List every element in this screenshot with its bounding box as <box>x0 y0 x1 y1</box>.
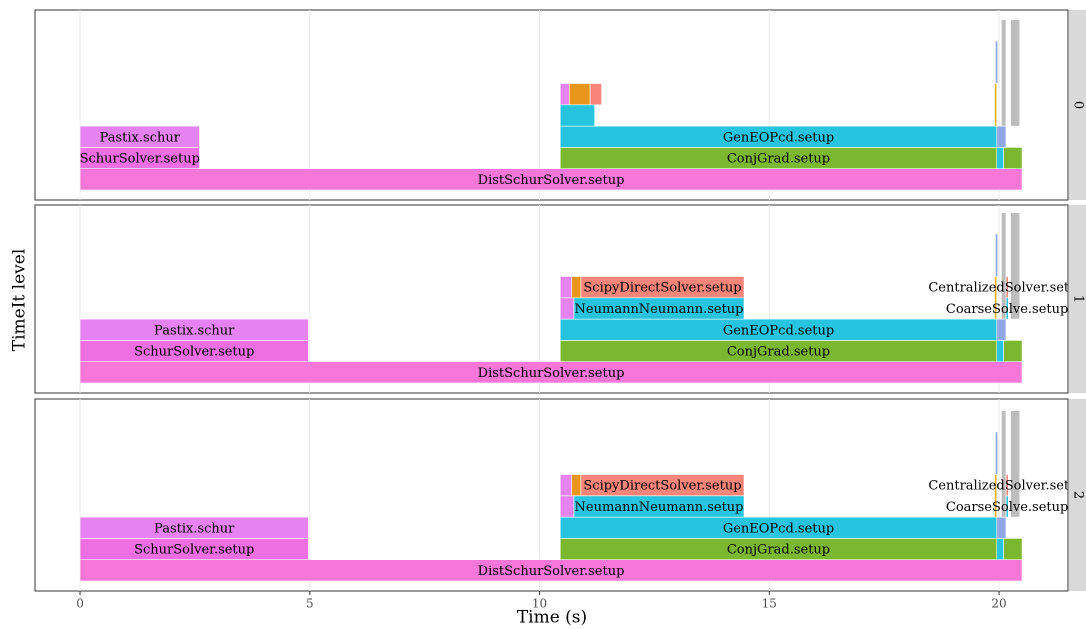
segment <box>1003 340 1023 362</box>
segment <box>996 516 1007 539</box>
strip <box>1069 399 1086 591</box>
segment-label: DistSchurSolver.setup <box>478 173 625 188</box>
segment <box>1001 410 1007 518</box>
segment-label: DistSchurSolver.setup <box>478 564 625 579</box>
panel: DistSchurSolver.setup SchurSolver.setup Pa… <box>79 399 1086 591</box>
segment <box>589 83 602 106</box>
x-tick-label: 20 <box>991 597 1006 611</box>
segment-label: NeumannNeumann.setup <box>575 302 744 317</box>
segment <box>994 83 998 127</box>
segment <box>996 538 1004 561</box>
segment <box>79 361 1023 384</box>
x-tick-label: 15 <box>762 597 777 611</box>
segment-label: SchurSolver.setup <box>134 543 254 558</box>
segment-label: DistSchurSolver.setup <box>478 366 625 381</box>
segment <box>559 297 575 320</box>
segment-label: SchurSolver.setup <box>134 345 254 360</box>
strip-label: 0 <box>1071 101 1086 109</box>
segment-label: ScipyDirectSolver.setup <box>583 281 741 296</box>
segment-label: CentralizedSolver.setup <box>928 281 1086 296</box>
segment <box>1003 147 1023 169</box>
segment-label: SchurSolver.setup <box>80 152 200 167</box>
segment <box>996 147 1004 169</box>
segment <box>996 340 1004 362</box>
segment-label: GenEOPcd.setup <box>723 521 834 536</box>
segment <box>571 474 582 497</box>
x-tick-label: 10 <box>532 597 547 611</box>
segment <box>1010 410 1021 518</box>
segment <box>559 474 573 497</box>
strip <box>1069 205 1086 393</box>
x-tick-label: 0 <box>76 597 84 611</box>
segment <box>995 431 998 475</box>
segment <box>995 40 998 84</box>
segment <box>996 318 1007 341</box>
segment <box>580 276 745 299</box>
panel: DistSchurSolver.setup SchurSolver.setup Pa… <box>79 205 1086 393</box>
segment <box>569 83 591 106</box>
segment <box>996 125 1007 148</box>
panel: DistSchurSolver.setup SchurSolver.setup Pa… <box>79 10 1023 200</box>
segment <box>571 276 582 299</box>
segment <box>559 104 595 127</box>
segment <box>995 233 998 277</box>
segment <box>79 125 200 148</box>
segment-label: ConjGrad.setup <box>727 543 830 558</box>
segment-label: CoarseSolve.setup <box>946 500 1068 515</box>
segment <box>559 276 573 299</box>
segment-label: Pastix.schur <box>154 521 235 536</box>
segment-label: Pastix.schur <box>154 323 235 338</box>
segment-label: Pastix.schur <box>100 130 181 145</box>
segment <box>79 516 309 539</box>
segment-label: NeumannNeumann.setup <box>575 500 744 515</box>
strip-label: 2 <box>1071 491 1086 499</box>
segment-label: ScipyDirectSolver.setup <box>583 479 741 494</box>
segment-label: ConjGrad.setup <box>727 345 830 360</box>
segment <box>79 168 1023 191</box>
segment <box>1010 19 1021 127</box>
segment-label: GenEOPcd.setup <box>723 130 834 145</box>
segment <box>1003 538 1023 561</box>
segment-label: CoarseSolve.setup <box>946 302 1068 317</box>
segment <box>1001 19 1007 127</box>
segment <box>79 559 1023 582</box>
segment <box>1010 212 1021 320</box>
segment <box>580 474 745 497</box>
x-axis-label: Time (s) <box>517 608 587 628</box>
segment-label: GenEOPcd.setup <box>723 323 834 338</box>
strip-label: 1 <box>1071 295 1086 303</box>
segment-label: CentralizedSolver.setup <box>928 479 1086 494</box>
segment-label: ConjGrad.setup <box>727 152 830 167</box>
x-tick-label: 5 <box>306 597 314 611</box>
strip <box>1069 10 1086 200</box>
y-axis-label: TimeIt level <box>10 249 30 352</box>
segment <box>79 318 309 341</box>
segment <box>1001 212 1007 320</box>
segment <box>559 495 575 518</box>
segment <box>559 83 570 106</box>
